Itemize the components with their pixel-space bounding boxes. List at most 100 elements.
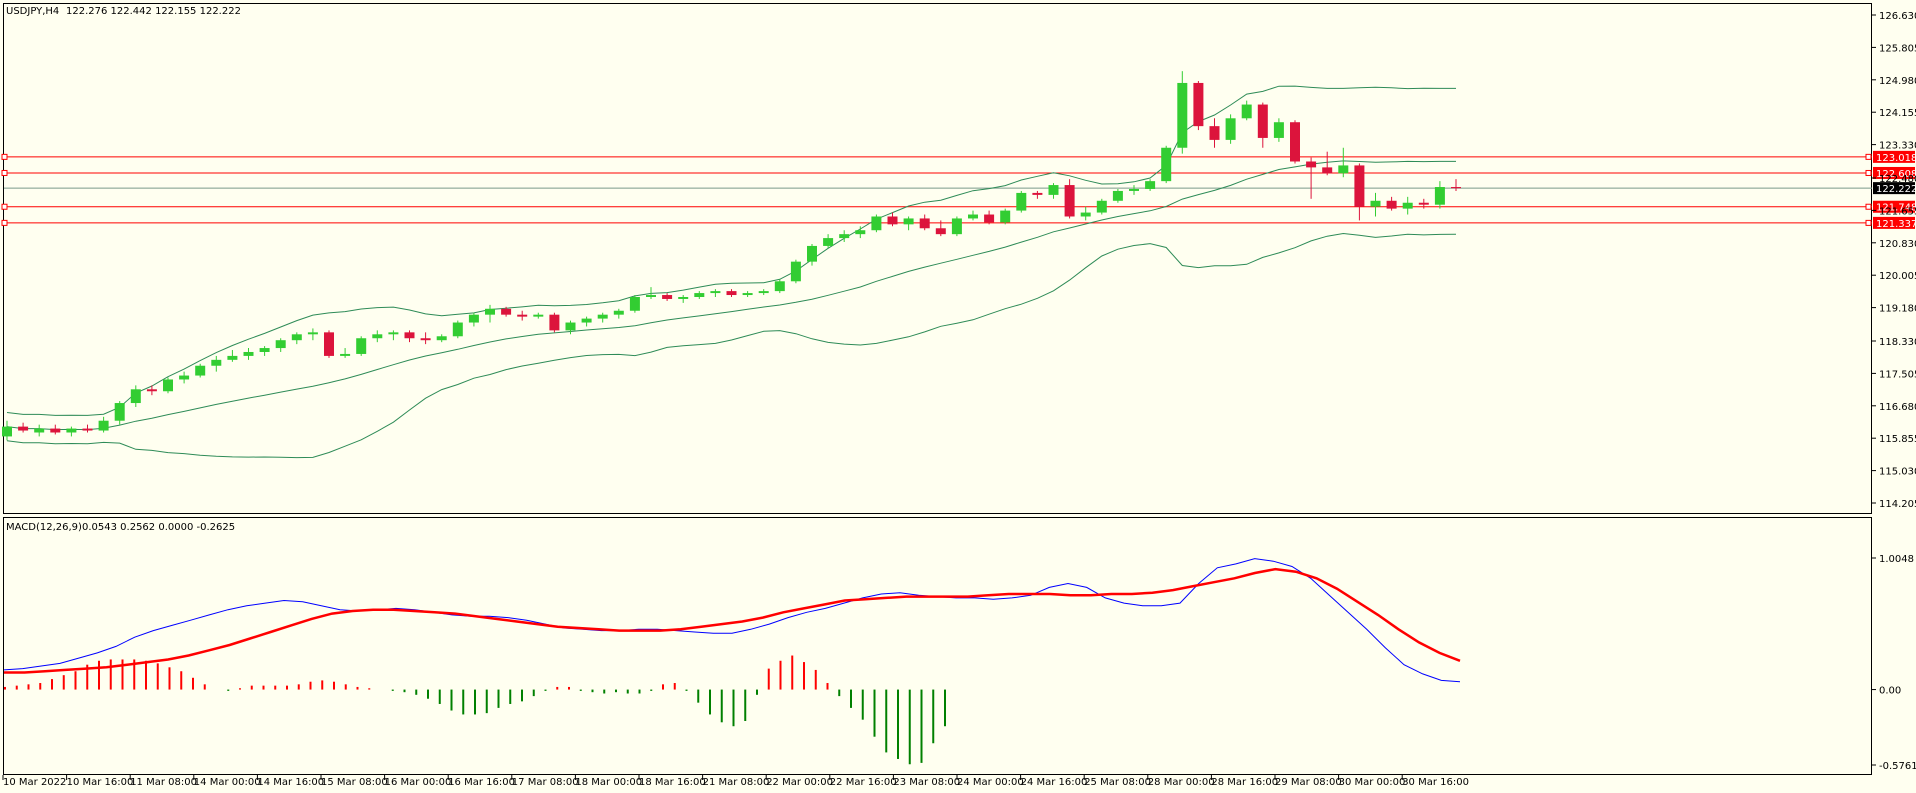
candle-bull: [1096, 200, 1107, 213]
candle-bear: [1354, 165, 1365, 207]
candle-bull: [533, 314, 544, 317]
time-tick-label: 14 Mar 00:00: [194, 777, 261, 788]
level-handle-left: [1, 169, 8, 176]
candle-bear: [887, 216, 898, 225]
macd-name-label: MACD(12,26,9): [6, 522, 82, 533]
candle-bear: [984, 214, 995, 223]
candles[interactable]: [2, 71, 1461, 441]
candle-bull: [275, 340, 286, 349]
candle-bear: [404, 332, 415, 339]
candle-bear: [1209, 126, 1220, 140]
price-tick-label: 124.980: [1879, 76, 1916, 87]
level-handle-right: [1865, 219, 1872, 226]
time-tick-label: 10 Mar 16:00: [67, 777, 134, 788]
time-tick-label: 10 Mar 2022: [3, 777, 66, 788]
price-tick-label: 121.655: [1879, 206, 1916, 217]
time-tick-label: 22 Mar 16:00: [830, 777, 897, 788]
price-tick-label: 116.680: [1879, 402, 1916, 413]
candle-bull: [291, 334, 302, 341]
candle-bull: [1145, 181, 1156, 189]
macd-tick-label: 1.0048: [1879, 554, 1914, 565]
candle-bull: [629, 296, 640, 311]
band-lower: [6, 232, 1457, 459]
candle-bear: [1064, 185, 1075, 217]
candle-bull: [66, 428, 77, 433]
candle-bull: [1000, 210, 1011, 223]
level-tag: [1873, 200, 1915, 213]
price-tick-label: 115.030: [1879, 467, 1916, 478]
candle-bull: [34, 428, 45, 433]
price-axis: 126.630 125.805 124.980 124.155 123.330 122.4…: [1872, 11, 1916, 510]
candle-bull: [597, 314, 608, 319]
level-handle-left: [1, 219, 8, 226]
time-tick-label: 28 Mar 16:00: [1211, 777, 1278, 788]
candle-bull: [388, 332, 399, 335]
price-tick-label: 125.805: [1879, 43, 1916, 54]
price-tick-label: 123.330: [1879, 141, 1916, 152]
candle-bear: [1193, 82, 1204, 127]
level-tag: [1873, 150, 1915, 163]
candle-bull: [1129, 188, 1139, 191]
candle-bull: [227, 355, 238, 360]
macd-tick-label: -0.5761: [1879, 761, 1916, 772]
level-handle-left: [1, 203, 8, 210]
level-tag-label: 121.337: [1876, 219, 1916, 230]
band-middle: [6, 160, 1456, 431]
time-tick-label: 29 Mar 08:00: [1275, 777, 1342, 788]
candle-bear: [1306, 161, 1317, 168]
candle-bull: [951, 218, 962, 235]
candle-bear: [935, 228, 946, 235]
time-tick-label: 23 Mar 08:00: [893, 777, 960, 788]
candle-bull: [1370, 200, 1381, 207]
candle-bull: [1338, 165, 1349, 174]
time-tick-label: 17 Mar 08:00: [512, 777, 579, 788]
symbol-label: USDJPY,H4: [6, 6, 59, 17]
horizontal-levels: 123.018 122.608 121.748 121.337 122.222: [1, 150, 1916, 230]
candle-bull: [211, 359, 222, 366]
candle-bull: [1080, 212, 1091, 217]
price-tick-label: 124.155: [1879, 108, 1916, 119]
candle-bull: [742, 293, 753, 296]
level-handle-right: [1865, 203, 1872, 210]
time-tick-label: 11 Mar 08:00: [130, 777, 197, 788]
ohlc-label: 122.276 122.442 122.155 122.222: [66, 6, 241, 17]
price-tick-label: 114.205: [1879, 499, 1916, 510]
price-pane-border: [3, 3, 1872, 514]
level-handle-right: [1865, 153, 1872, 160]
candle-bear: [1322, 167, 1333, 174]
candle-bull: [2, 426, 12, 437]
candle-bull: [678, 296, 689, 299]
candle-bear: [1257, 104, 1268, 138]
candle-bull: [195, 365, 206, 376]
candle-bull: [307, 332, 318, 335]
candle-bear: [517, 314, 528, 317]
candle-bull: [758, 291, 769, 294]
candle-bull: [903, 218, 914, 225]
candle-bull: [1177, 82, 1188, 148]
candle-bull: [259, 348, 270, 352]
time-tick-label: 24 Mar 00:00: [957, 777, 1024, 788]
candle-bull: [179, 375, 190, 380]
candle-bull: [114, 403, 125, 421]
candle-bull: [98, 420, 109, 431]
candle-bull: [1161, 147, 1172, 182]
candle-bear: [324, 332, 334, 356]
candle-bull: [372, 334, 383, 339]
candle-bear: [420, 338, 431, 341]
time-tick-label: 30 Mar 16:00: [1402, 777, 1469, 788]
candle-bear: [146, 389, 157, 392]
time-tick-label: 18 Mar 16:00: [639, 777, 706, 788]
level-tag-label: 123.018: [1876, 153, 1916, 164]
macd-histogram: [4, 655, 946, 765]
macd-axis: 1.0048 0.00 -0.5761: [1872, 554, 1916, 772]
time-tick-label: 25 Mar 08:00: [1084, 777, 1151, 788]
candle-bull: [807, 245, 817, 262]
candle-bull: [839, 234, 850, 239]
candle-bull: [1434, 187, 1445, 205]
level-handle-right: [1865, 169, 1872, 176]
candle-bull: [1048, 185, 1059, 195]
price-tick-label: 120.830: [1879, 239, 1916, 250]
